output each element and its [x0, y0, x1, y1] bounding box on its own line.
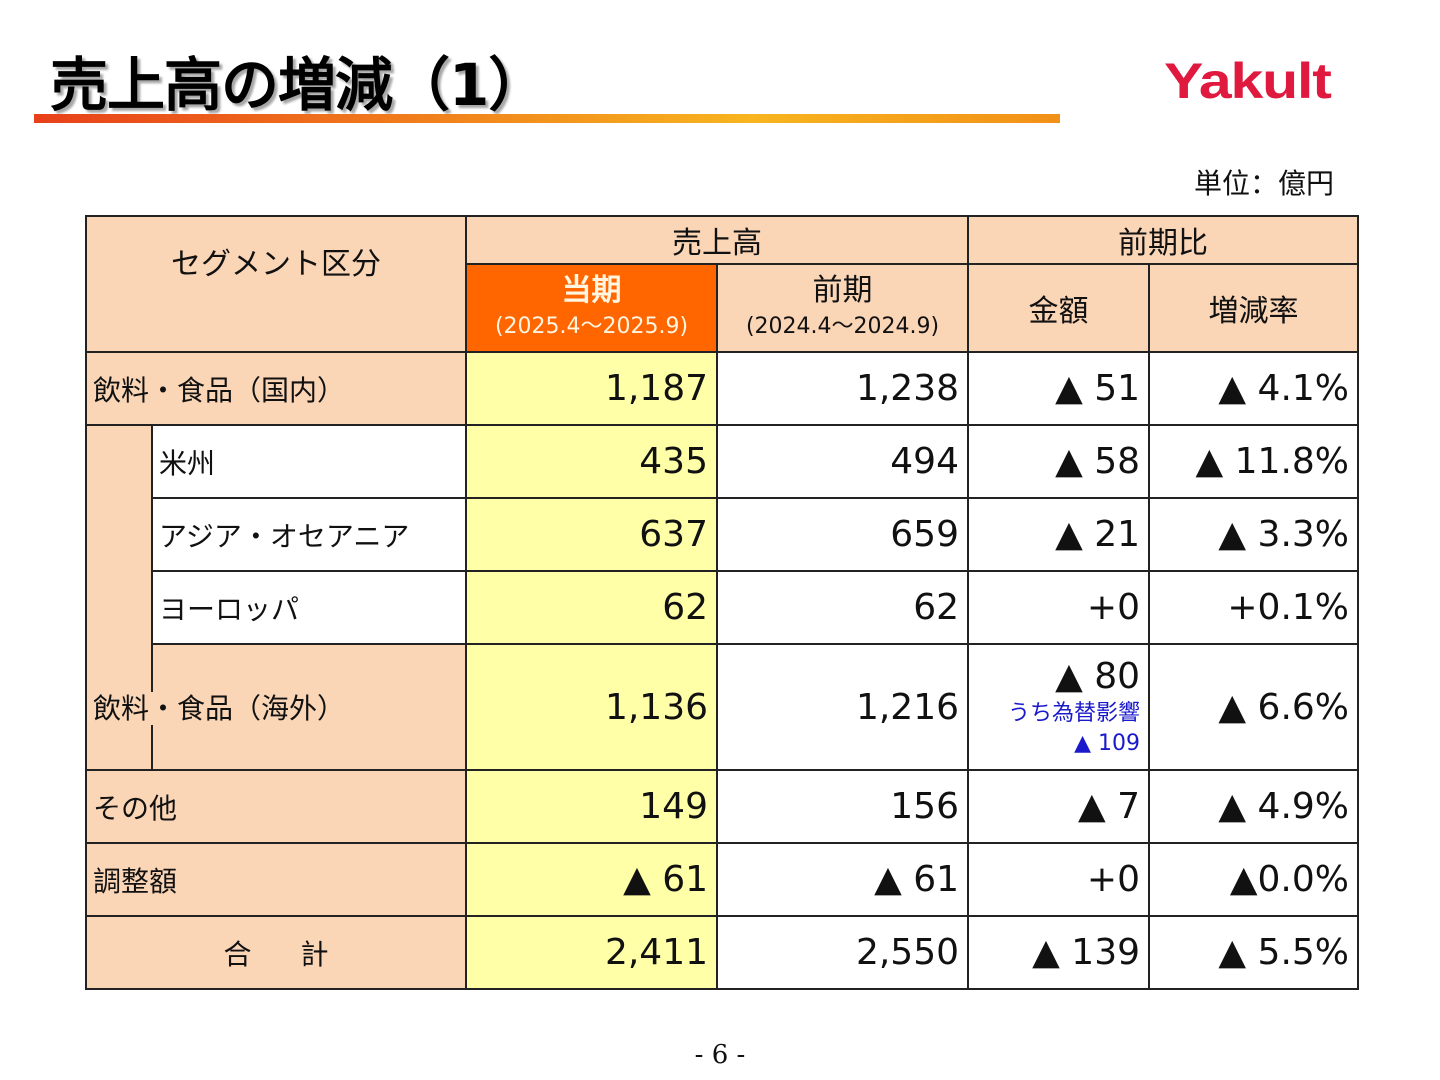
current-value: 435: [465, 424, 718, 499]
row-label: その他: [85, 769, 467, 844]
change-rate: ▲ 6.6%: [1148, 643, 1359, 771]
row-label: ヨーロッパ: [151, 570, 467, 645]
sales-segment-table: セグメント区分 売上高 前期比 当期 (2025.4～2025.9) 前期 (2…: [85, 215, 1359, 990]
total-label: 合 計: [85, 915, 467, 990]
header-sales: 売上高: [465, 215, 969, 265]
table-row: 飲料・食品（海外） 1,136 1,216 ▲ 80 うち為替影響 ▲ 109 …: [86, 643, 1359, 771]
row-label: 飲料・食品（海外）: [93, 643, 467, 771]
previous-value: 156: [716, 769, 969, 844]
previous-value: 1,216: [716, 643, 969, 771]
current-value: ▲ 61: [465, 842, 718, 917]
header-rate: 増減率: [1148, 263, 1359, 353]
page-number: - 6 -: [694, 1040, 746, 1070]
current-value: 2,411: [465, 915, 718, 990]
previous-value: 2,550: [716, 915, 969, 990]
table-row: 米州 435 494 ▲ 58 ▲ 11.8%: [85, 424, 1359, 771]
yakult-logo: Yakult: [1164, 53, 1332, 109]
change-amount: ▲ 80 うち為替影響 ▲ 109: [967, 643, 1150, 771]
change-amount: ▲ 58: [967, 424, 1150, 499]
header-segment: セグメント区分: [85, 215, 467, 353]
previous-value: 659: [716, 497, 969, 572]
change-rate: ▲ 3.3%: [1148, 497, 1359, 572]
change-amount: ▲ 7: [967, 769, 1150, 844]
table-row: 飲料・食品（国内） 1,187 1,238 ▲ 51 ▲ 4.1%: [85, 351, 1359, 426]
change-amount: +0: [967, 842, 1150, 917]
change-amount: ▲ 51: [967, 351, 1150, 426]
header-amount: 金額: [967, 263, 1150, 353]
previous-value: 1,238: [716, 351, 969, 426]
current-value: 149: [465, 769, 718, 844]
fx-impact-value: ▲ 109: [1074, 731, 1140, 756]
header-yoy: 前期比: [967, 215, 1359, 265]
change-amount: +0: [967, 570, 1150, 645]
change-rate: ▲0.0%: [1148, 842, 1359, 917]
current-value: 1,187: [465, 351, 718, 426]
previous-value: 62: [716, 570, 969, 645]
row-label: 米州: [151, 424, 467, 499]
row-label: 調整額: [85, 842, 467, 917]
change-amount: ▲ 21: [967, 497, 1150, 572]
header-current-period: 当期 (2025.4～2025.9): [465, 263, 718, 353]
page-title: 売上高の増減（1）: [50, 51, 546, 119]
change-rate: ▲ 11.8%: [1148, 424, 1359, 499]
table-row: ヨーロッパ 62 62 +0 +0.1%: [86, 570, 1359, 645]
current-value: 62: [465, 570, 718, 645]
header-previous-period: 前期 (2024.4～2024.9): [716, 263, 969, 353]
change-rate: ▲ 5.5%: [1148, 915, 1359, 990]
row-label: アジア・オセアニア: [151, 497, 467, 572]
unit-label: 単位：億円: [1194, 167, 1335, 200]
fx-impact-label: うち為替影響: [1007, 701, 1140, 726]
previous-value: ▲ 61: [716, 842, 969, 917]
row-label: 飲料・食品（国内）: [85, 351, 467, 426]
change-amount: ▲ 139: [967, 915, 1150, 990]
table-row-total: 合 計 2,411 2,550 ▲ 139 ▲ 5.5%: [85, 915, 1359, 990]
previous-value: 494: [716, 424, 969, 499]
table-row: 調整額 ▲ 61 ▲ 61 +0 ▲0.0%: [85, 842, 1359, 917]
table-row: アジア・オセアニア 637 659 ▲ 21 ▲ 3.3%: [86, 497, 1359, 572]
change-rate: ▲ 4.9%: [1148, 769, 1359, 844]
current-value: 1,136: [465, 643, 718, 771]
change-rate: ▲ 4.1%: [1148, 351, 1359, 426]
change-rate: +0.1%: [1148, 570, 1359, 645]
title-underline: [34, 114, 1060, 123]
current-value: 637: [465, 497, 718, 572]
table-row: その他 149 156 ▲ 7 ▲ 4.9%: [85, 769, 1359, 844]
